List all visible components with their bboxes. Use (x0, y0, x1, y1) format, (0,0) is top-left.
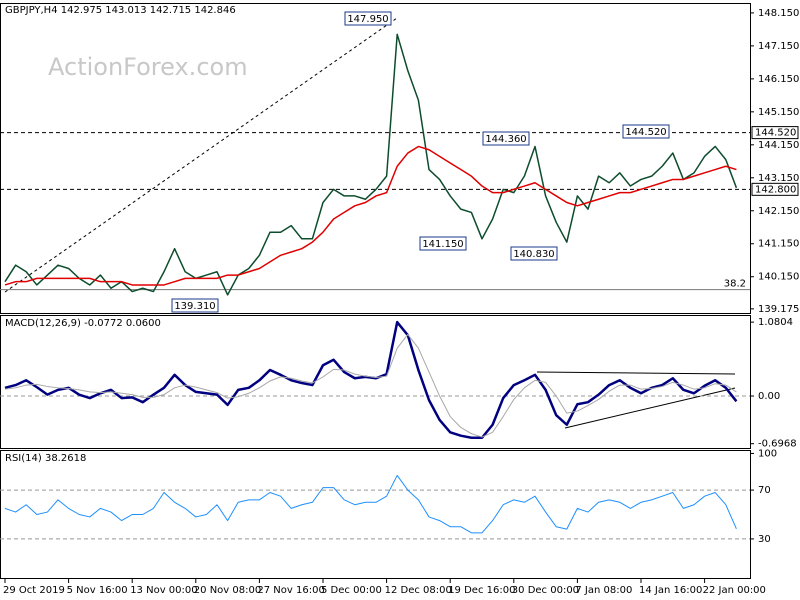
fib-label: 38.2 (724, 279, 746, 290)
y-tick-label: 140.150 (758, 272, 799, 283)
annotation-box (344, 11, 392, 26)
y-tick-label: 30 (758, 534, 771, 545)
level-price-box (751, 126, 799, 140)
y-tick-label: 1.0804 (758, 317, 793, 328)
annotation-label: 141.150 (422, 239, 463, 250)
y-tick-label: 141.150 (758, 239, 799, 250)
y-tick-label: 147.150 (758, 41, 799, 52)
y-tick-label: 146.150 (758, 74, 799, 85)
series-line (4, 333, 737, 438)
annotation-label: 139.310 (174, 301, 215, 312)
y-tick-label: -0.6968 (758, 439, 797, 450)
x-tick-label: 5 Dec 00:00 (321, 585, 382, 596)
watermark: ActionForex.com (48, 53, 248, 81)
x-tick-label: 30 Dec 00:00 (512, 585, 579, 596)
price-title: GBPJPY,H4 142.975 143.013 142.715 142.84… (5, 5, 236, 16)
rsi-panel (0, 450, 751, 579)
y-tick-label: 148.150 (758, 8, 799, 19)
x-tick-label: 13 Nov 00:00 (130, 585, 197, 596)
macd-trend-line (536, 371, 736, 375)
x-tick-label: 29 Oct 2019 (3, 585, 65, 596)
annotation-box (419, 236, 467, 251)
price-panel (0, 3, 751, 314)
level-price-label: 144.520 (755, 128, 796, 139)
y-tick-label: 139.175 (758, 304, 799, 315)
x-tick-label: 7 Jan 08:00 (575, 585, 632, 596)
y-tick-label: 143.150 (758, 173, 799, 184)
series-line (4, 320, 738, 439)
macd-panel (0, 315, 751, 449)
annotation-box (622, 124, 670, 139)
x-tick-label: 14 Jan 16:00 (639, 585, 702, 596)
annotation-box (482, 131, 530, 146)
series-line (4, 145, 737, 286)
trend-line (4, 17, 398, 293)
y-tick-label: 144.150 (758, 140, 799, 151)
annotation-label: 144.520 (625, 127, 666, 138)
annotation-label: 140.830 (513, 249, 554, 260)
y-tick-label: 145.150 (758, 107, 799, 118)
x-tick-label: 20 Nov 08:00 (194, 585, 261, 596)
x-tick-label: 19 Dec 16:00 (448, 585, 515, 596)
level-price-box (751, 182, 799, 196)
annotation-label: 144.360 (485, 134, 526, 145)
level-price-label: 142.800 (755, 184, 796, 195)
series-line (4, 33, 738, 296)
annotation-box (510, 246, 558, 261)
macd-title: MACD(12,26,9) -0.0772 0.0600 (5, 318, 161, 329)
y-tick-label: 70 (758, 485, 771, 496)
y-tick-label: 100 (758, 448, 777, 459)
x-tick-label: 22 Jan 00:00 (703, 585, 766, 596)
x-tick-label: 27 Nov 16:00 (257, 585, 324, 596)
annotation-box (171, 298, 219, 313)
y-tick-label: 0.00 (758, 391, 780, 402)
x-tick-label: 12 Dec 08:00 (385, 585, 452, 596)
rsi-title: RSI(14) 38.2618 (5, 453, 86, 464)
annotation-label: 147.950 (347, 14, 388, 25)
series-line (4, 474, 737, 534)
x-tick-label: 5 Nov 16:00 (67, 585, 128, 596)
y-tick-label: 142.150 (758, 206, 799, 217)
macd-trend-line (564, 387, 736, 429)
